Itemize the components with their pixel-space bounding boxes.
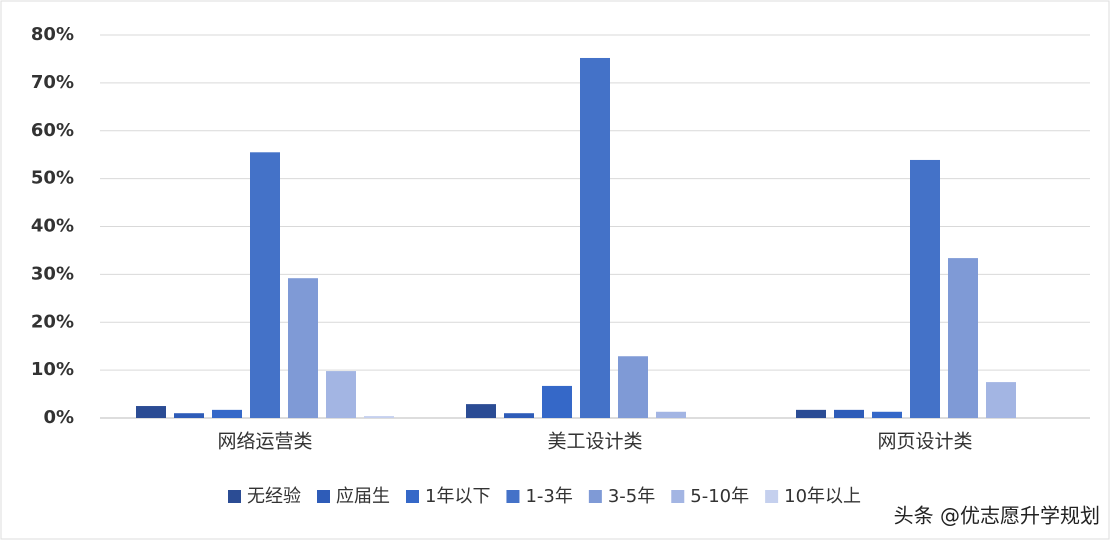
bar bbox=[796, 409, 826, 418]
legend-label: 无经验 bbox=[247, 486, 301, 507]
legend-label: 5-10年 bbox=[690, 486, 749, 507]
legend-swatch bbox=[588, 490, 602, 503]
y-tick-label: 30% bbox=[31, 263, 74, 284]
bar bbox=[466, 404, 496, 418]
bar bbox=[364, 416, 394, 418]
y-tick-label: 70% bbox=[31, 72, 74, 93]
x-tick-label: 网络运营类 bbox=[217, 431, 312, 453]
x-tick-label: 美工设计类 bbox=[547, 431, 642, 453]
y-tick-label: 80% bbox=[31, 24, 74, 45]
bar bbox=[656, 411, 686, 418]
legend-swatch bbox=[228, 490, 241, 503]
bar bbox=[910, 159, 940, 419]
y-tick-label: 40% bbox=[31, 216, 74, 237]
legend-label: 3-5年 bbox=[608, 486, 655, 507]
y-tick-label: 0% bbox=[43, 407, 74, 428]
legend-swatch bbox=[406, 490, 419, 503]
bar bbox=[326, 371, 356, 418]
bar bbox=[174, 413, 204, 418]
y-tick-label: 60% bbox=[31, 120, 74, 141]
legend-label: 1年以下 bbox=[425, 486, 490, 507]
bar bbox=[580, 57, 610, 418]
x-tick-label: 网页设计类 bbox=[877, 431, 972, 453]
y-tick-label: 20% bbox=[31, 311, 74, 332]
bar bbox=[212, 409, 242, 418]
legend-label: 1-3年 bbox=[525, 486, 572, 507]
legend-label: 应届生 bbox=[336, 486, 390, 507]
bar bbox=[542, 385, 572, 418]
bar bbox=[288, 278, 318, 418]
bar bbox=[136, 406, 166, 418]
bar bbox=[618, 356, 648, 418]
bar bbox=[986, 382, 1016, 418]
legend-swatch bbox=[317, 490, 330, 503]
y-tick-label: 10% bbox=[31, 359, 74, 380]
legend-swatch bbox=[671, 490, 685, 503]
bar bbox=[948, 258, 978, 418]
legend-swatch bbox=[506, 490, 520, 503]
legend-label: 10年以上 bbox=[784, 486, 861, 507]
legend-swatch bbox=[765, 490, 779, 503]
bar bbox=[872, 411, 902, 418]
credit: 头条 @优志愿升学规划 bbox=[894, 504, 1100, 528]
bar bbox=[504, 413, 534, 418]
bar bbox=[250, 152, 280, 418]
bar bbox=[834, 409, 864, 418]
y-tick-label: 50% bbox=[31, 168, 74, 189]
